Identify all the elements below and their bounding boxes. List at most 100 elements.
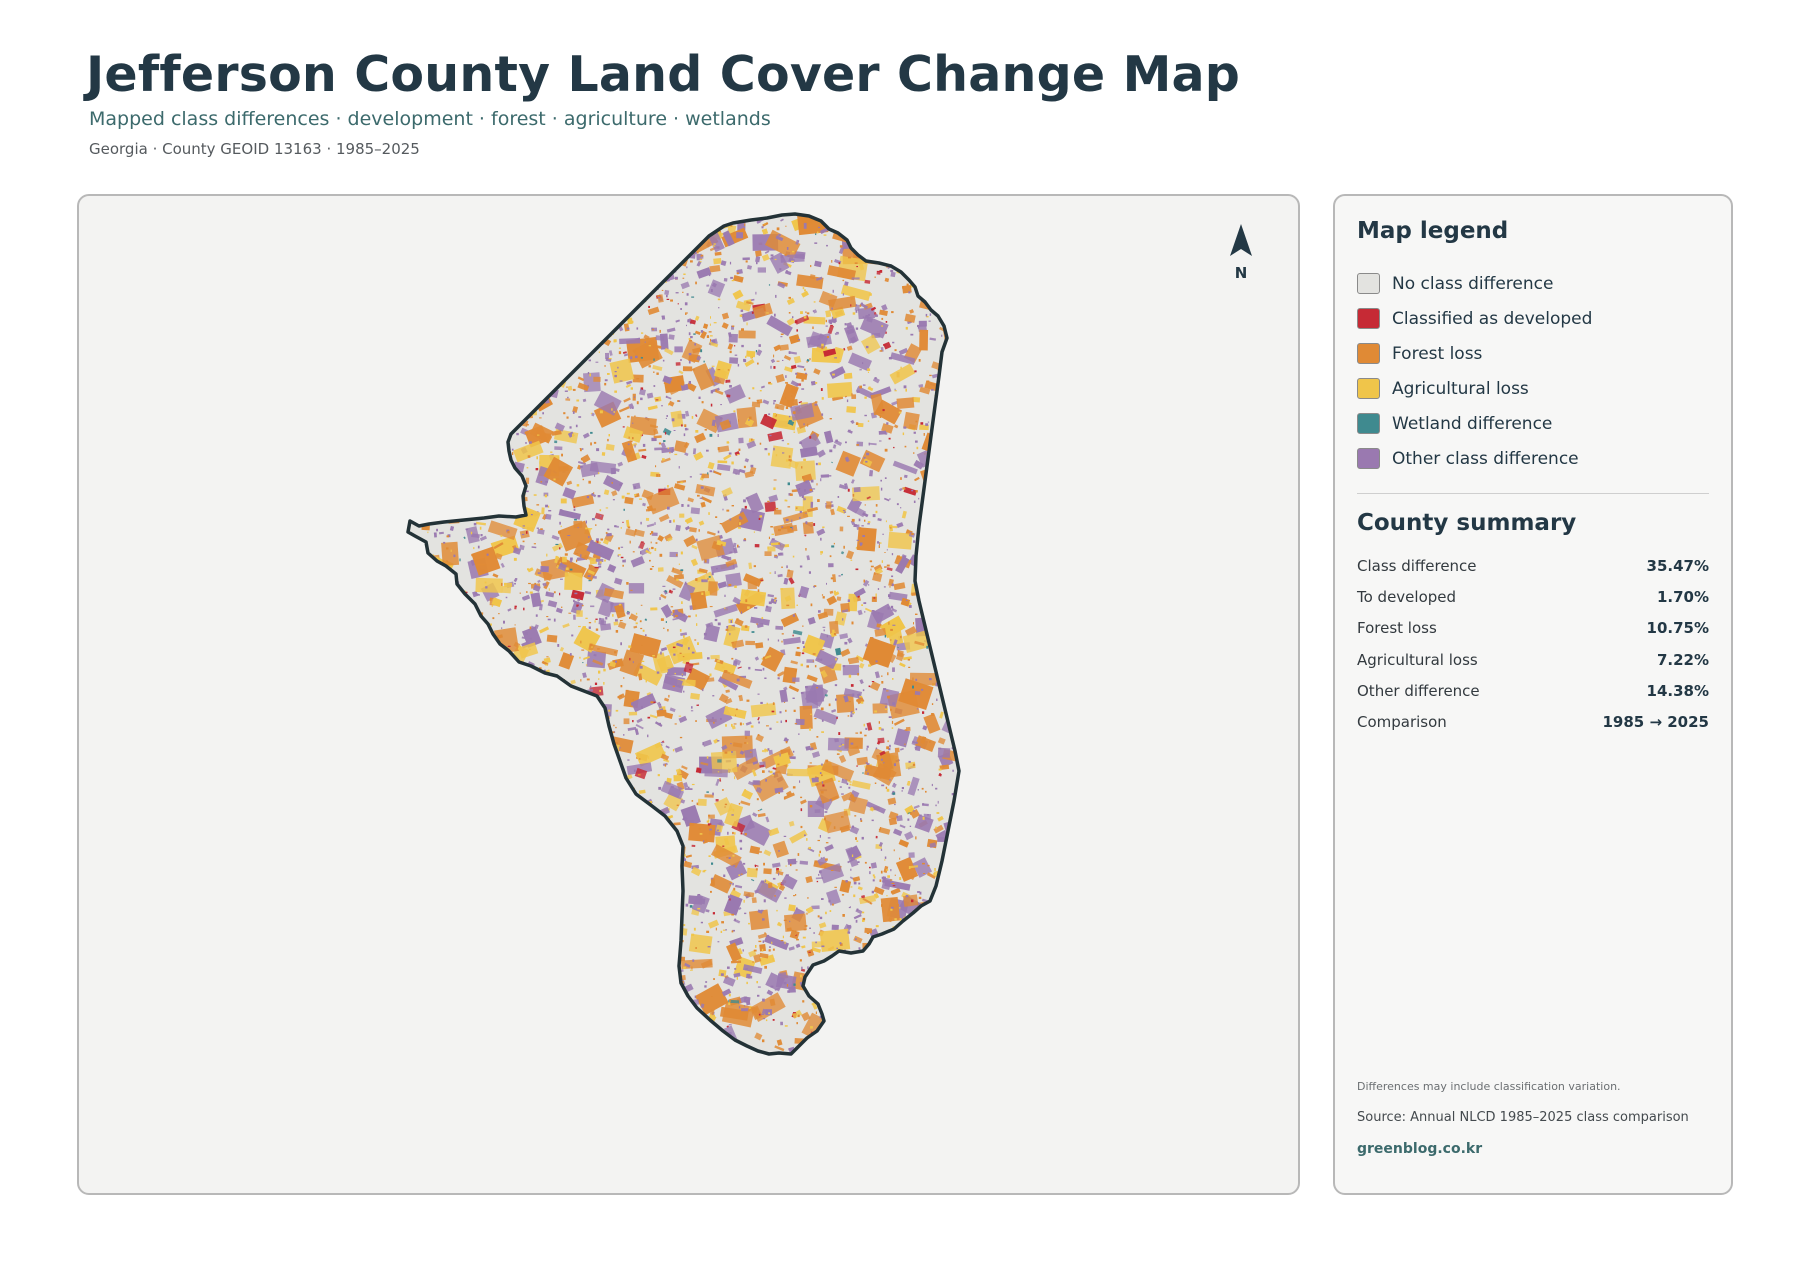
developed-patch bbox=[773, 366, 776, 369]
forest-loss-patch bbox=[428, 501, 444, 520]
forest-loss-patch bbox=[550, 833, 557, 838]
other-difference-patch bbox=[418, 400, 423, 405]
other-difference-patch bbox=[474, 252, 477, 255]
forest-loss-patch bbox=[762, 770, 765, 773]
forest-loss-patch bbox=[455, 838, 467, 852]
other-difference-patch bbox=[630, 875, 633, 878]
forest-loss-patch bbox=[923, 1031, 929, 1039]
other-difference-patch bbox=[418, 473, 425, 480]
other-difference-patch bbox=[558, 926, 565, 931]
forest-loss-patch bbox=[725, 628, 729, 631]
other-difference-patch bbox=[956, 444, 959, 459]
forest-loss-patch bbox=[632, 871, 637, 876]
agricultural-loss-patch bbox=[461, 935, 465, 939]
forest-loss-patch bbox=[442, 933, 444, 935]
other-difference-patch bbox=[922, 924, 928, 930]
forest-loss-patch bbox=[738, 419, 739, 422]
other-difference-patch bbox=[553, 746, 580, 771]
agricultural-loss-patch bbox=[539, 857, 542, 859]
other-difference-patch bbox=[708, 623, 711, 625]
other-difference-patch bbox=[893, 639, 898, 646]
agricultural-loss-patch bbox=[561, 808, 568, 814]
other-difference-patch bbox=[933, 605, 936, 609]
other-difference-patch bbox=[767, 748, 770, 751]
county-map[interactable] bbox=[79, 196, 1300, 1195]
other-difference-patch bbox=[485, 1050, 494, 1054]
other-difference-patch bbox=[852, 693, 855, 697]
forest-loss-patch bbox=[773, 354, 775, 358]
developed-patch bbox=[861, 895, 866, 899]
other-difference-patch bbox=[792, 614, 795, 617]
other-difference-patch bbox=[684, 302, 688, 306]
agricultural-loss-patch bbox=[439, 1018, 443, 1020]
forest-loss-patch bbox=[713, 470, 722, 476]
forest-loss-patch bbox=[874, 211, 875, 213]
forest-loss-patch bbox=[660, 991, 669, 1002]
forest-loss-patch bbox=[757, 812, 766, 818]
agricultural-loss-patch bbox=[706, 756, 709, 759]
forest-loss-patch bbox=[588, 480, 591, 484]
other-difference-patch bbox=[588, 963, 598, 968]
forest-loss-patch bbox=[955, 303, 959, 325]
forest-loss-patch bbox=[629, 633, 662, 659]
agricultural-loss-patch bbox=[742, 723, 744, 725]
agricultural-loss-patch bbox=[873, 876, 876, 879]
forest-loss-patch bbox=[944, 425, 948, 429]
other-difference-patch bbox=[507, 379, 510, 382]
agricultural-loss-patch bbox=[496, 370, 498, 373]
other-difference-patch bbox=[483, 967, 489, 971]
agricultural-loss-patch bbox=[907, 781, 910, 783]
other-difference-patch bbox=[952, 872, 954, 876]
agricultural-loss-patch bbox=[815, 382, 818, 384]
agricultural-loss-patch bbox=[784, 499, 787, 501]
agricultural-loss-patch bbox=[638, 1007, 645, 1015]
other-difference-patch bbox=[857, 609, 863, 616]
wetland-patch bbox=[750, 878, 755, 882]
other-difference-patch bbox=[552, 1043, 571, 1054]
other-difference-patch bbox=[412, 790, 416, 792]
other-difference-patch bbox=[892, 981, 895, 984]
forest-loss-patch bbox=[809, 762, 812, 764]
forest-loss-patch bbox=[530, 368, 538, 377]
forest-loss-patch bbox=[963, 301, 965, 303]
forest-loss-patch bbox=[575, 288, 577, 290]
forest-loss-patch bbox=[659, 224, 671, 236]
other-difference-patch bbox=[914, 746, 917, 749]
other-difference-patch bbox=[413, 599, 437, 612]
other-difference-patch bbox=[886, 549, 888, 551]
other-difference-patch bbox=[631, 407, 634, 409]
other-difference-patch bbox=[534, 624, 539, 629]
other-difference-patch bbox=[464, 691, 488, 706]
other-difference-patch bbox=[624, 300, 631, 306]
other-difference-patch bbox=[613, 577, 623, 585]
other-difference-patch bbox=[725, 572, 742, 588]
forest-loss-patch bbox=[747, 581, 757, 590]
agricultural-loss-patch bbox=[571, 287, 577, 294]
developed-patch bbox=[855, 568, 859, 571]
forest-loss-patch bbox=[419, 1020, 423, 1023]
forest-loss-patch bbox=[743, 538, 746, 540]
forest-loss-patch bbox=[955, 671, 958, 674]
agricultural-loss-patch bbox=[865, 1009, 872, 1016]
other-difference-patch bbox=[436, 214, 443, 219]
other-difference-patch bbox=[628, 583, 645, 594]
agricultural-loss-patch bbox=[436, 978, 439, 981]
agricultural-loss-patch bbox=[848, 674, 852, 678]
other-difference-patch bbox=[447, 918, 450, 921]
forest-loss-patch bbox=[651, 546, 654, 550]
other-difference-patch bbox=[692, 959, 695, 962]
forest-loss-patch bbox=[416, 967, 425, 976]
map-panel[interactable] bbox=[77, 194, 1300, 1195]
other-difference-patch bbox=[662, 375, 673, 385]
agricultural-loss-patch bbox=[471, 945, 475, 949]
agricultural-loss-patch bbox=[443, 214, 469, 235]
other-difference-patch bbox=[894, 803, 896, 806]
other-difference-patch bbox=[525, 315, 531, 319]
other-difference-patch bbox=[945, 365, 949, 369]
other-difference-patch bbox=[612, 290, 616, 293]
other-difference-patch bbox=[642, 443, 646, 447]
forest-loss-patch bbox=[471, 329, 478, 334]
developed-patch bbox=[879, 270, 883, 273]
forest-loss-patch bbox=[826, 595, 838, 606]
forest-loss-patch bbox=[784, 913, 807, 932]
